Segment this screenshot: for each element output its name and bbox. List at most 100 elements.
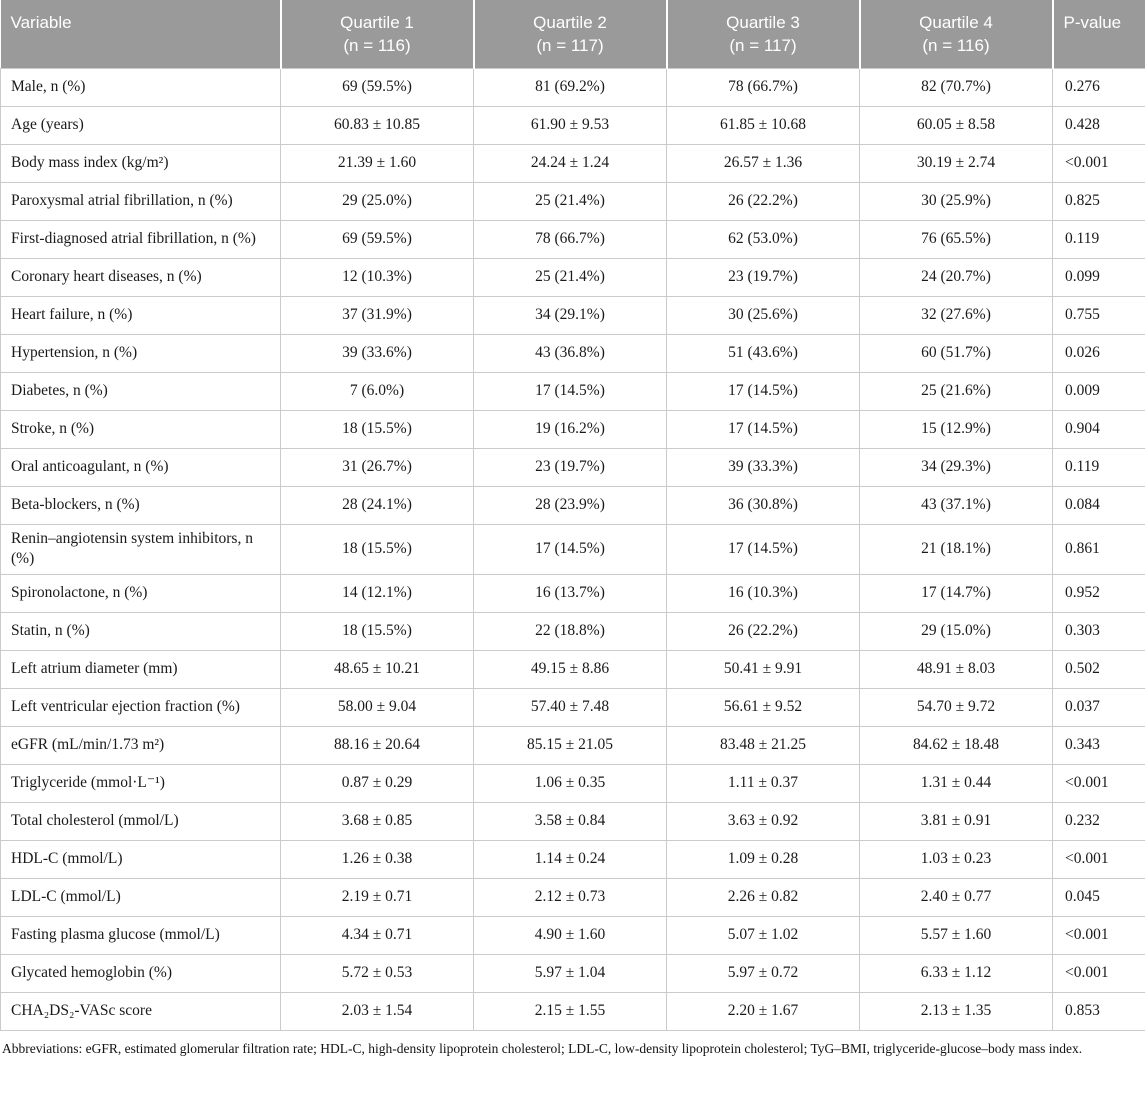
table-row: Left ventricular ejection fraction (%) 5…: [0, 688, 1145, 728]
variable-cell: HDL-C (mmol/L): [0, 840, 281, 880]
p-value-cell: 0.084: [1052, 485, 1145, 525]
quartile-1-cell: 39 (33.6%): [280, 333, 474, 373]
variable-cell: First-diagnosed atrial fibrillation, n (…: [0, 219, 281, 259]
quartile-2-cell: 78 (66.7%): [473, 219, 667, 259]
quartile-3-cell: 62 (53.0%): [666, 219, 860, 259]
quartile-2-cell: 61.90 ± 9.53: [473, 105, 667, 145]
quartile-3-cell: 39 (33.3%): [666, 447, 860, 487]
quartile-2-cell: 19 (16.2%): [473, 409, 667, 449]
quartile-3-cell: 50.41 ± 9.91: [666, 650, 860, 690]
quartile-1-cell: 7 (6.0%): [280, 371, 474, 411]
header-row: Variable Quartile 1 (n = 116) Quartile 2…: [0, 0, 1145, 68]
variable-cell: Triglyceride (mmol·L⁻¹): [0, 764, 281, 804]
table-row: Oral anticoagulant, n (%) 31 (26.7%) 23 …: [0, 447, 1145, 487]
quartile-2-cell: 43 (36.8%): [473, 333, 667, 373]
variable-cell: Glycated hemoglobin (%): [0, 954, 281, 994]
quartile-3-cell: 2.26 ± 0.82: [666, 878, 860, 918]
quartile-1-cell: 5.72 ± 0.53: [280, 954, 474, 994]
p-value-cell: 0.755: [1052, 295, 1145, 335]
column-header-label: Variable: [10, 13, 72, 32]
quartile-3-cell: 26 (22.2%): [666, 181, 860, 221]
quartile-1-cell: 2.19 ± 0.71: [280, 878, 474, 918]
quartile-1-cell: 18 (15.5%): [280, 523, 474, 576]
table-row: Total cholesterol (mmol/L) 3.68 ± 0.85 3…: [0, 802, 1145, 842]
table-row: Spironolactone, n (%) 14 (12.1%) 16 (13.…: [0, 574, 1145, 614]
p-value-cell: <0.001: [1052, 840, 1145, 880]
table-row: Fasting plasma glucose (mmol/L) 4.34 ± 0…: [0, 916, 1145, 956]
variable-cell: LDL-C (mmol/L): [0, 878, 281, 918]
quartile-1-cell: 29 (25.0%): [280, 181, 474, 221]
variable-cell: Age (years): [0, 105, 281, 145]
quartile-3-cell: 17 (14.5%): [666, 371, 860, 411]
quartile-2-cell: 16 (13.7%): [473, 574, 667, 614]
p-value-cell: <0.001: [1052, 916, 1145, 956]
table-row: Body mass index (kg/m²) 21.39 ± 1.60 24.…: [0, 143, 1145, 183]
quartile-3-cell: 83.48 ± 21.25: [666, 726, 860, 766]
quartile-2-cell: 4.90 ± 1.60: [473, 916, 667, 956]
quartile-3-cell: 3.63 ± 0.92: [666, 802, 860, 842]
quartile-4-cell: 60.05 ± 8.58: [859, 105, 1053, 145]
quartile-2-cell: 81 (69.2%): [473, 67, 667, 107]
variable-cell: Coronary heart diseases, n (%): [0, 257, 281, 297]
quartile-3-cell: 51 (43.6%): [666, 333, 860, 373]
p-value-cell: 0.861: [1052, 523, 1145, 576]
variable-cell: Statin, n (%): [0, 612, 281, 652]
table-row: Triglyceride (mmol·L⁻¹) 0.87 ± 0.29 1.06…: [0, 764, 1145, 804]
table-row: Beta-blockers, n (%) 28 (24.1%) 28 (23.9…: [0, 485, 1145, 525]
baseline-characteristics-table: Variable Quartile 1 (n = 116) Quartile 2…: [0, 0, 1145, 1032]
quartile-2-cell: 17 (14.5%): [473, 371, 667, 411]
column-header-n: (n = 116): [343, 36, 411, 55]
table-row: Coronary heart diseases, n (%) 12 (10.3%…: [0, 257, 1145, 297]
p-value-cell: 0.343: [1052, 726, 1145, 766]
quartile-3-cell: 30 (25.6%): [666, 295, 860, 335]
p-value-cell: 0.952: [1052, 574, 1145, 614]
quartile-3-cell: 23 (19.7%): [666, 257, 860, 297]
p-value-cell: <0.001: [1052, 954, 1145, 994]
quartile-2-cell: 17 (14.5%): [473, 523, 667, 576]
quartile-2-cell: 28 (23.9%): [473, 485, 667, 525]
quartile-1-cell: 2.03 ± 1.54: [280, 992, 474, 1032]
quartile-1-cell: 0.87 ± 0.29: [280, 764, 474, 804]
table-row: CHA₂DS₂-VASc score 2.03 ± 1.54 2.15 ± 1.…: [0, 992, 1145, 1032]
quartile-3-cell: 2.20 ± 1.67: [666, 992, 860, 1032]
quartile-4-cell: 84.62 ± 18.48: [859, 726, 1053, 766]
table-header: Variable Quartile 1 (n = 116) Quartile 2…: [0, 0, 1145, 68]
quartile-4-cell: 5.57 ± 1.60: [859, 916, 1053, 956]
quartile-3-cell: 17 (14.5%): [666, 409, 860, 449]
quartile-4-cell: 30 (25.9%): [859, 181, 1053, 221]
table-row: Renin–angiotensin system inhibitors, n (…: [0, 523, 1145, 576]
quartile-1-cell: 69 (59.5%): [280, 67, 474, 107]
quartile-1-cell: 37 (31.9%): [280, 295, 474, 335]
p-value-cell: 0.853: [1052, 992, 1145, 1032]
quartile-4-cell: 34 (29.3%): [859, 447, 1053, 487]
quartile-1-cell: 3.68 ± 0.85: [280, 802, 474, 842]
variable-cell: Fasting plasma glucose (mmol/L): [0, 916, 281, 956]
quartile-4-cell: 43 (37.1%): [859, 485, 1053, 525]
variable-cell: Stroke, n (%): [0, 409, 281, 449]
variable-cell: Total cholesterol (mmol/L): [0, 802, 281, 842]
variable-cell: Paroxysmal atrial fibrillation, n (%): [0, 181, 281, 221]
variable-cell: Body mass index (kg/m²): [0, 143, 281, 183]
p-value-cell: 0.904: [1052, 409, 1145, 449]
p-value-cell: 0.276: [1052, 67, 1145, 107]
variable-cell: eGFR (mL/min/1.73 m²): [0, 726, 281, 766]
table-row: Left atrium diameter (mm) 48.65 ± 10.21 …: [0, 650, 1145, 690]
column-header-quartile-1: Quartile 1 (n = 116): [280, 0, 475, 68]
quartile-4-cell: 54.70 ± 9.72: [859, 688, 1053, 728]
quartile-4-cell: 21 (18.1%): [859, 523, 1053, 576]
quartile-1-cell: 88.16 ± 20.64: [280, 726, 474, 766]
column-header-quartile-2: Quartile 2 (n = 117): [473, 0, 668, 68]
column-header-label: Quartile 1: [340, 13, 414, 32]
p-value-cell: 0.037: [1052, 688, 1145, 728]
quartile-3-cell: 78 (66.7%): [666, 67, 860, 107]
table-row: Paroxysmal atrial fibrillation, n (%) 29…: [0, 181, 1145, 221]
quartile-1-cell: 58.00 ± 9.04: [280, 688, 474, 728]
column-header-n: (n = 117): [536, 36, 604, 55]
table-row: Age (years) 60.83 ± 10.85 61.90 ± 9.53 6…: [0, 105, 1145, 145]
column-header-n: (n = 116): [922, 36, 990, 55]
column-header-label: Quartile 4: [919, 13, 993, 32]
quartile-4-cell: 82 (70.7%): [859, 67, 1053, 107]
quartile-2-cell: 85.15 ± 21.05: [473, 726, 667, 766]
column-header-label: Quartile 3: [726, 13, 800, 32]
quartile-2-cell: 24.24 ± 1.24: [473, 143, 667, 183]
